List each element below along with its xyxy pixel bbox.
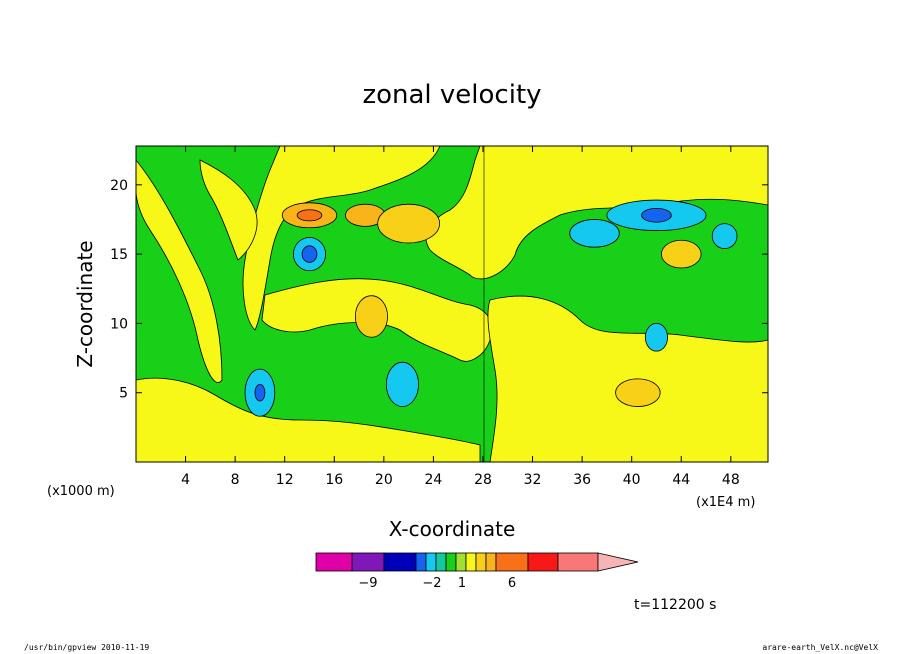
contour-region-blue <box>641 207 672 223</box>
contour-region-cyan <box>569 219 620 248</box>
colorbar-swatch <box>465 552 477 572</box>
footer-right: arare-earth_VelX.nc@VelX <box>762 643 878 652</box>
x-tick-label: 16 <box>325 472 343 488</box>
colorbar-label: −9 <box>358 576 377 591</box>
x-tick-label: 24 <box>424 472 442 488</box>
x-axis-label: X-coordinate <box>389 517 516 541</box>
footer-left: /usr/bin/gpview 2010-11-19 <box>24 643 149 652</box>
contour-region-cyan <box>711 223 738 249</box>
x-tick-label: 8 <box>231 472 240 488</box>
x-tick-label: 20 <box>375 472 393 488</box>
colorbar-swatch <box>485 552 497 572</box>
x-tick-label: 36 <box>573 472 591 488</box>
colorbar-swatch <box>557 552 599 572</box>
x-tick-label: 44 <box>672 472 690 488</box>
contour-region-blue <box>254 383 266 402</box>
x-tick-label: 40 <box>623 472 641 488</box>
contour-region-light-orange <box>615 378 661 407</box>
colorbar-swatch <box>425 552 437 572</box>
y-tick-label: 10 <box>110 316 128 332</box>
chart-title: zonal velocity <box>362 80 541 110</box>
time-label: t=112200 s <box>634 597 716 613</box>
x-tick-label: 12 <box>276 472 294 488</box>
yellow-field-lower-left <box>136 377 481 462</box>
colorbar-label: 1 <box>458 576 466 591</box>
y-tick-label: 20 <box>110 178 128 194</box>
colorbar-swatch <box>415 552 427 572</box>
yellow-field-upper-left <box>242 146 441 331</box>
contour-region-red-orange <box>296 209 323 222</box>
contour-region-cyan <box>644 323 669 352</box>
colorbar-swatch <box>445 552 457 572</box>
y-tick-label: 15 <box>110 247 128 263</box>
yellow-streaks-left-2 <box>199 159 258 261</box>
x-tick-label: 32 <box>524 472 542 488</box>
colorbar-swatch <box>315 552 353 572</box>
colorbar-swatch <box>495 552 529 572</box>
contour-region-light-orange <box>661 239 702 269</box>
y-axis-label: Z-coordinate <box>73 240 97 367</box>
y-unit-label: (x1000 m) <box>47 484 115 499</box>
colorbar-swatch <box>351 552 385 572</box>
colorbar-swatch <box>435 552 447 572</box>
y-tick-label: 5 <box>119 386 128 402</box>
colorbar-swatch <box>475 552 487 572</box>
colorbar-extend-arrow <box>597 552 639 572</box>
x-tick-label: 48 <box>722 472 740 488</box>
colorbar-label: −2 <box>422 576 441 591</box>
x-tick-label: 4 <box>181 472 190 488</box>
colorbar: −9 −2 1 6 <box>315 552 639 591</box>
plot-frame <box>135 145 769 463</box>
colorbar-label: 6 <box>508 576 516 591</box>
colorbar-swatch <box>527 552 559 572</box>
contour-region-cyan <box>385 361 419 407</box>
contour-region-light-orange <box>354 295 388 338</box>
x-tick-label: 28 <box>474 472 492 488</box>
colorbar-swatch <box>455 552 467 572</box>
colorbar-swatch <box>383 552 417 572</box>
yellow-streaks-left <box>136 159 223 383</box>
x-unit-label: (x1E4 m) <box>696 495 755 510</box>
contour-region-blue <box>301 245 318 263</box>
contour-region-light-orange <box>377 203 441 244</box>
yellow-field-lower-right <box>487 295 768 462</box>
